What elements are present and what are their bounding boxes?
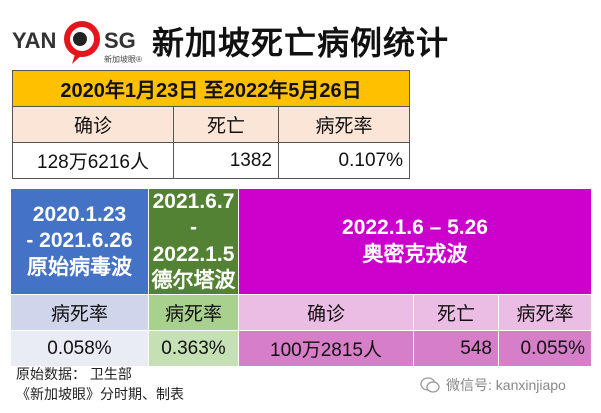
omicron-rate-header: 病死率 <box>498 294 592 331</box>
original-rate: 0.058% <box>10 330 149 367</box>
page-title: 新加坡死亡病例统计 <box>152 25 450 61</box>
wave-dates: 2021.6.7 <box>152 190 235 213</box>
header-deaths: 死亡 <box>173 106 279 143</box>
wave-dates: - 2021.6.26 <box>26 229 133 253</box>
wave-name: 德尔塔波 <box>151 268 236 292</box>
wave-name: 原始病毒波 <box>27 255 132 279</box>
omicron-deaths-header: 死亡 <box>413 294 499 331</box>
logo: YAN SG 新加坡眼® <box>12 20 142 70</box>
wave-dates: - 2022.1.5 <box>152 216 235 266</box>
header-rate: 病死率 <box>278 106 410 143</box>
omicron-rate: 0.055% <box>498 330 592 367</box>
credit-note: 《新加坡眼》分时期、制表 <box>16 386 184 402</box>
summary-table: 2020年1月23日 至2022年5月26日 确诊 死亡 病死率 128万621… <box>12 70 410 179</box>
omicron-confirmed-header: 确诊 <box>238 294 414 331</box>
header-confirmed: 确诊 <box>12 106 174 143</box>
waves-table: 2020.1.23 - 2021.6.26 原始病毒波 2021.6.7 - 2… <box>10 188 592 367</box>
delta-rate: 0.363% <box>148 330 239 367</box>
wechat-icon <box>420 377 440 393</box>
wave-dates: 2022.1.6 – 5.26 <box>342 216 488 240</box>
wave-delta-header: 2021.6.7 - 2022.1.5 德尔塔波 <box>148 188 239 295</box>
original-rate-header: 病死率 <box>10 294 149 331</box>
delta-rate-header: 病死率 <box>148 294 239 331</box>
logo-eye-icon <box>64 21 100 64</box>
omicron-deaths: 548 <box>413 330 499 367</box>
value-rate: 0.107% <box>278 142 410 179</box>
omicron-confirmed: 100万2815人 <box>238 330 414 367</box>
source-note: 原始数据： 卫生部 <box>16 366 132 382</box>
value-confirmed: 128万6216人 <box>12 142 174 179</box>
wechat-watermark: 微信号: kanxinjiapo <box>420 375 566 395</box>
period-header: 2020年1月23日 至2022年5月26日 <box>12 70 410 107</box>
wave-omicron-header: 2022.1.6 – 5.26 奥密克戎波 <box>238 188 592 295</box>
wave-dates: 2020.1.23 <box>32 203 127 227</box>
value-deaths: 1382 <box>173 142 279 179</box>
wechat-id: 微信号: kanxinjiapo <box>446 377 566 393</box>
wave-name: 奥密克戎波 <box>362 242 468 266</box>
wave-original-header: 2020.1.23 - 2021.6.26 原始病毒波 <box>10 188 149 295</box>
